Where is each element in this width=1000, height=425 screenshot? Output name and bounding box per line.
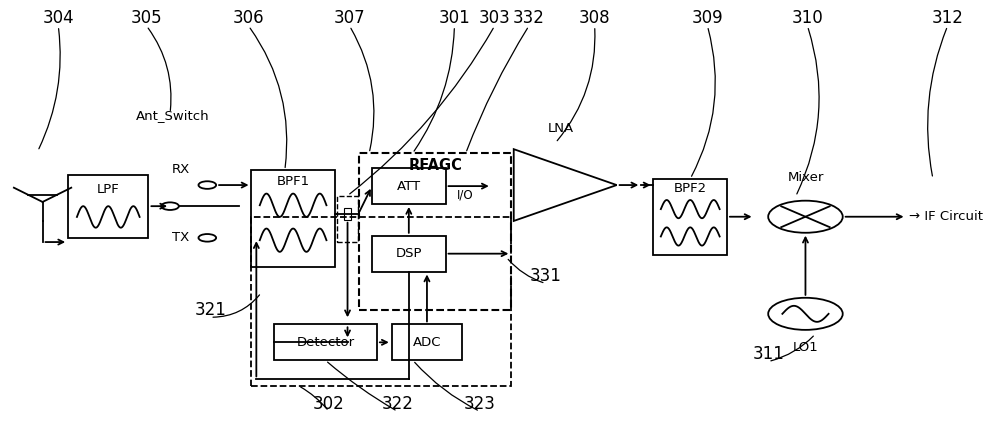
Text: LO1: LO1 [793,341,818,354]
Text: LPF: LPF [97,183,120,196]
Text: BPF2: BPF2 [674,182,707,195]
Text: Ant_Switch: Ant_Switch [136,109,210,122]
Text: ATT: ATT [397,180,421,193]
Text: 310: 310 [792,9,823,27]
Text: RX: RX [171,162,190,176]
Bar [68,175,148,238]
Text: 303: 303 [479,9,510,27]
Bar [392,324,462,360]
Text: 312: 312 [932,9,964,27]
Text: 307: 307 [334,9,365,27]
Bar [653,179,727,255]
Text: 305: 305 [131,9,162,27]
Text: 311: 311 [752,345,784,363]
Text: ADC: ADC [413,336,441,349]
Circle shape [768,201,843,233]
Polygon shape [514,149,617,221]
Text: BPF1: BPF1 [277,176,310,188]
Text: Detector: Detector [296,336,355,349]
Text: 322: 322 [382,395,413,413]
Circle shape [161,202,179,210]
Bar [251,170,335,267]
Text: 309: 309 [692,9,723,27]
Text: 332: 332 [513,9,545,27]
Text: 308: 308 [579,9,610,27]
Bar [337,196,358,242]
Text: 301: 301 [439,9,470,27]
Text: RFAGC: RFAGC [408,159,462,173]
Circle shape [198,234,216,242]
Text: Mixer: Mixer [787,171,824,184]
Text: LNA: LNA [547,122,573,135]
Circle shape [768,298,843,330]
Text: TX: TX [172,231,190,244]
Text: 302: 302 [313,395,345,413]
Circle shape [198,181,216,189]
Bar [251,217,511,385]
Text: 304: 304 [42,9,74,27]
Text: → IF Circuit: → IF Circuit [909,210,983,223]
Bar [274,324,377,360]
Bar [372,236,446,272]
Text: 321: 321 [194,300,226,319]
Text: 306: 306 [233,9,264,27]
Bar [359,153,511,309]
Bar [344,208,351,220]
Text: I/O: I/O [457,189,474,201]
Text: DSP: DSP [396,247,422,260]
Text: 331: 331 [530,267,562,285]
Bar [372,168,446,204]
Text: 323: 323 [464,395,496,413]
